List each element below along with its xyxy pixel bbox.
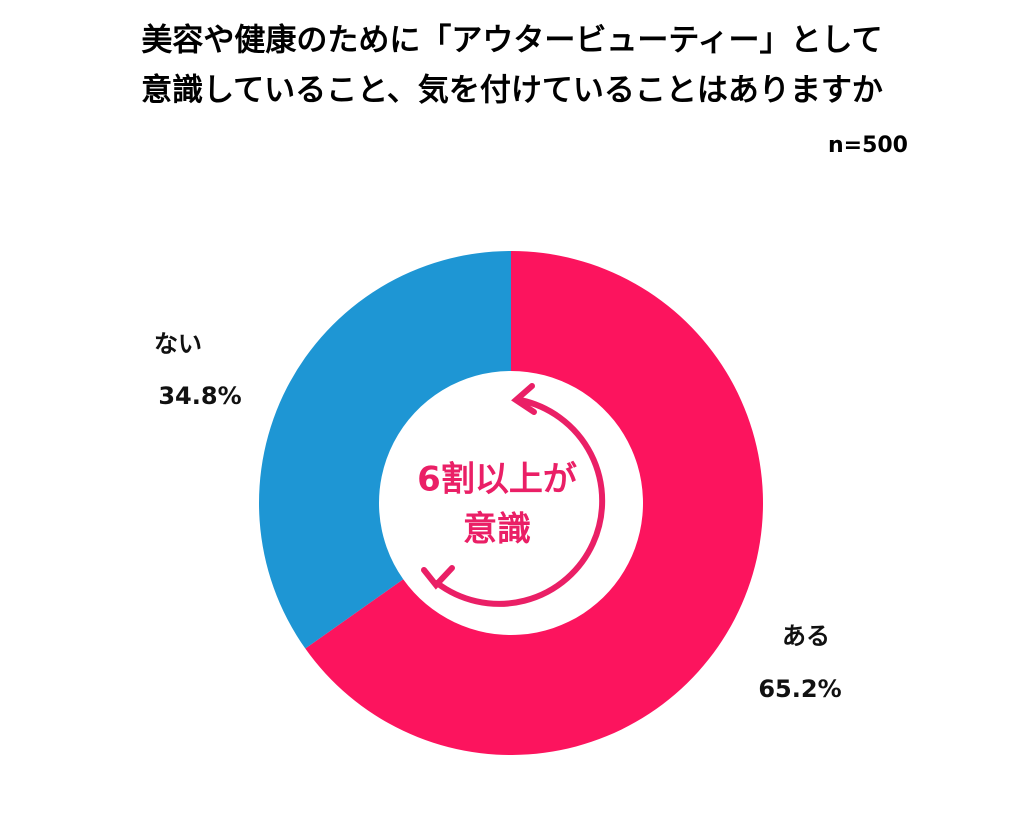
value-label: 65.2% (758, 675, 841, 703)
slices (258, 251, 763, 755)
annotation: 意識 (463, 510, 531, 550)
chart-title: 意識していること、気を付けていることはありますか (141, 73, 883, 109)
arrow-arc (434, 397, 606, 607)
cycle-arrow (421, 383, 606, 607)
slice (258, 251, 511, 649)
chart-title: 美容や健康のために「アウタービューティー」として (141, 23, 882, 59)
chart-subtitle: n=500 (828, 133, 908, 158)
category-label: ない (154, 330, 202, 358)
arrow-head (421, 565, 455, 590)
annotation: 6割以上が (417, 460, 577, 500)
value-label: 34.8% (158, 382, 241, 410)
arrow-head (511, 383, 537, 415)
slice (305, 251, 763, 755)
category-label: ある (782, 622, 830, 650)
